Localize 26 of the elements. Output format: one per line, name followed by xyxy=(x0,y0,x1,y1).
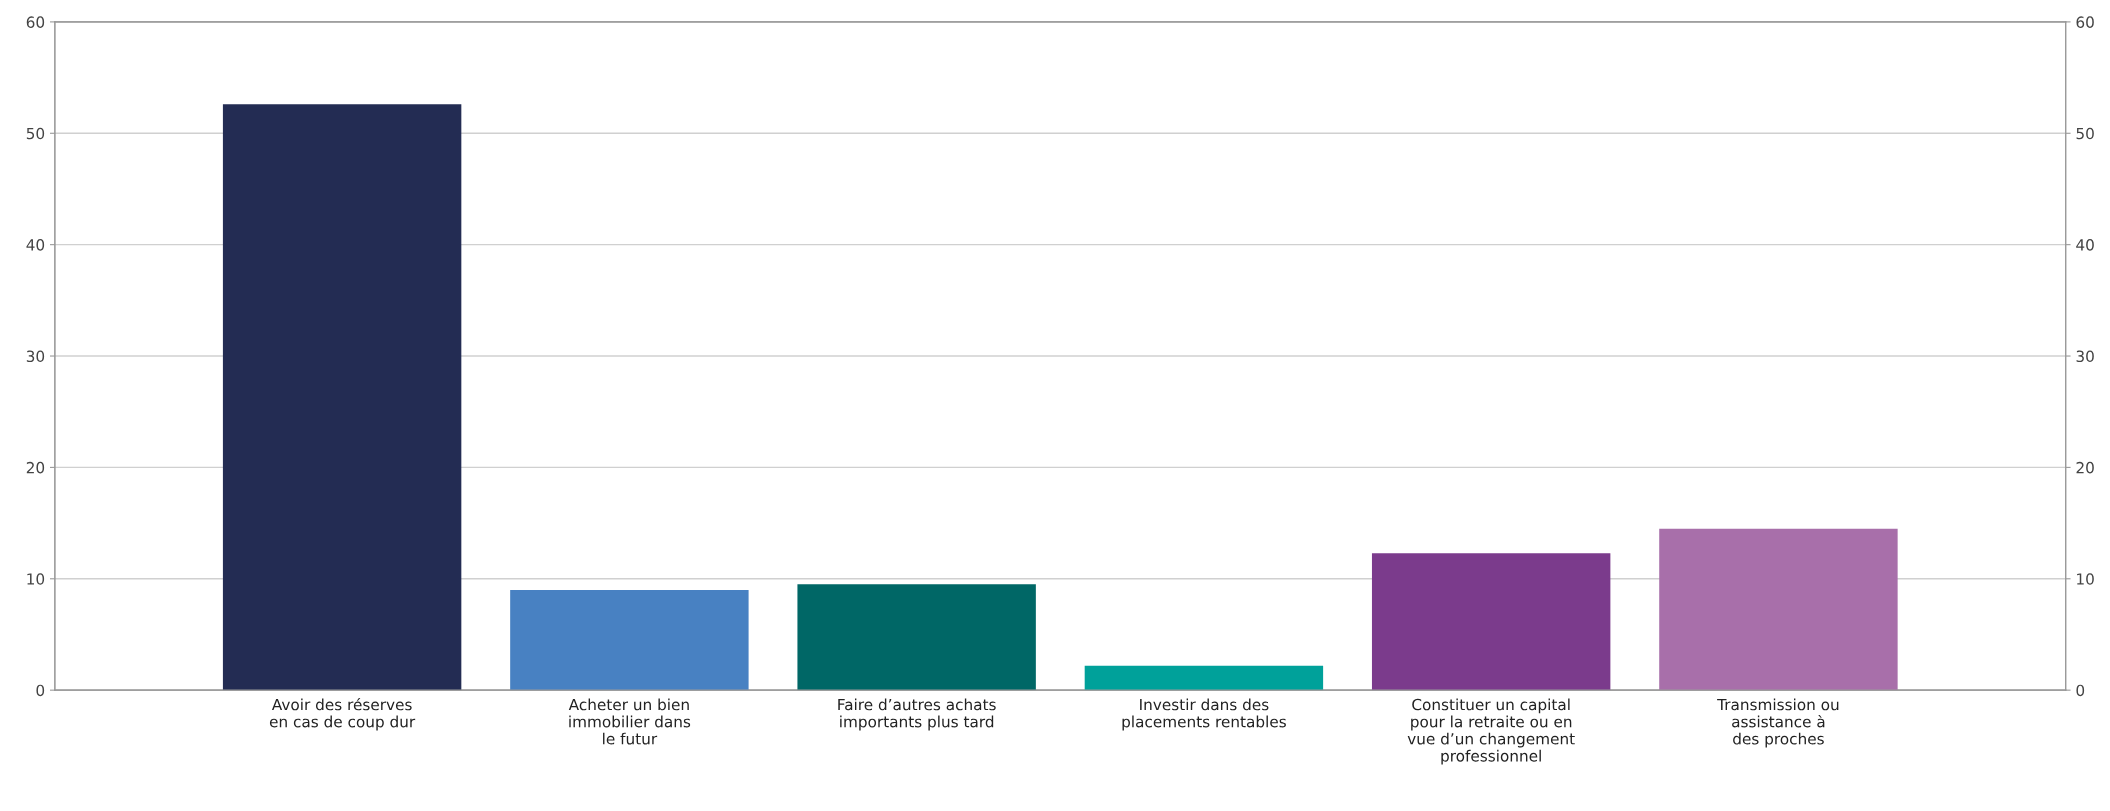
x-tick-label: Transmission ou assistance à des proches xyxy=(1717,698,1839,748)
y2-tick-label: 20 xyxy=(2076,461,2094,474)
bar xyxy=(222,104,462,691)
bar xyxy=(1084,665,1324,691)
y2-tick-label: 60 xyxy=(2076,16,2094,28)
y-tick-label: 10 xyxy=(27,573,45,585)
y-tick-label: 40 xyxy=(26,239,45,251)
y-tick-label: 30 xyxy=(26,350,45,363)
y-tick-label: 50 xyxy=(26,127,45,140)
y-tick-label: 60 xyxy=(26,16,45,28)
y-tick-label: 0 xyxy=(36,684,45,697)
y2-tick-label: 10 xyxy=(2077,573,2094,585)
bar xyxy=(510,589,749,691)
x-tick-label: Avoir des réserves en cas de coup dur xyxy=(269,697,416,731)
x-tick-label: Faire d’autres achats importants plus tard xyxy=(838,698,996,731)
y2-tick-label: 50 xyxy=(2076,127,2094,140)
x-tick-label: Acheter un bien immobilier dans le futur xyxy=(568,698,691,745)
y-tick-label: 20 xyxy=(26,461,45,474)
y2-tick-label: 0 xyxy=(2076,684,2085,697)
y2-tick-label: 30 xyxy=(2076,350,2094,363)
bar xyxy=(1659,528,1898,691)
x-tick-label: Investir dans des placements rentables xyxy=(1122,698,1286,731)
y2-tick-label: 40 xyxy=(2076,239,2094,251)
x-tick-label: Constituer un capital pour la retraite ou en vue d’un changement professionnel xyxy=(1407,698,1575,765)
bar xyxy=(1371,553,1611,691)
bar xyxy=(797,584,1036,691)
